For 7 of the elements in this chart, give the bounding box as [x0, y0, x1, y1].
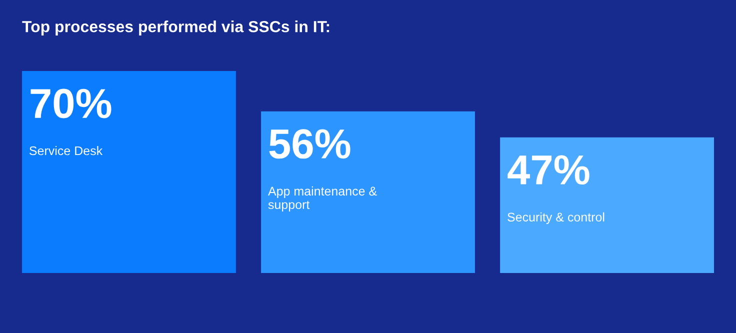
data-label: 47% — [508, 155, 590, 185]
x-tick-label: Security & control — [508, 212, 604, 224]
data-label: 56% — [269, 129, 350, 159]
chart-title: Top processes performed via SSCs in IT: — [22, 20, 330, 36]
data-label: 70% — [30, 88, 112, 118]
x-tick-label: Service Desk — [30, 146, 103, 156]
x-tick-label: App maintenance & support — [268, 186, 377, 212]
